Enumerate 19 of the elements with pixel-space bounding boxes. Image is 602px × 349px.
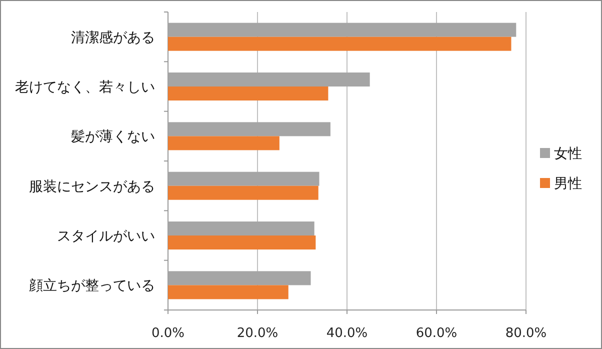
y-tick-label: 顔立ちが整っている	[29, 278, 155, 294]
x-tick-label: 20.0%	[236, 326, 278, 341]
bar	[168, 236, 316, 250]
bar	[168, 285, 288, 300]
y-tick-label: 服装にセンスがある	[29, 178, 155, 195]
legend-label: 男性	[554, 176, 582, 192]
bar	[168, 136, 280, 150]
x-tick-label: 40.0%	[326, 326, 368, 341]
x-tick-label: 0.0%	[151, 326, 185, 341]
x-tick-label: 80.0%	[505, 326, 547, 341]
bar	[168, 186, 318, 200]
y-tick-label: スタイルがいい	[57, 228, 155, 244]
legend-label: 女性	[554, 146, 582, 162]
x-tick-label: 60.0%	[416, 326, 458, 341]
bar	[168, 86, 328, 100]
y-tick-label: 老けてなく、若々しい	[15, 80, 155, 96]
y-tick-label: 清潔感がある	[71, 30, 155, 46]
y-tick-label: 髪が薄くない	[71, 129, 155, 146]
bar	[168, 36, 512, 51]
